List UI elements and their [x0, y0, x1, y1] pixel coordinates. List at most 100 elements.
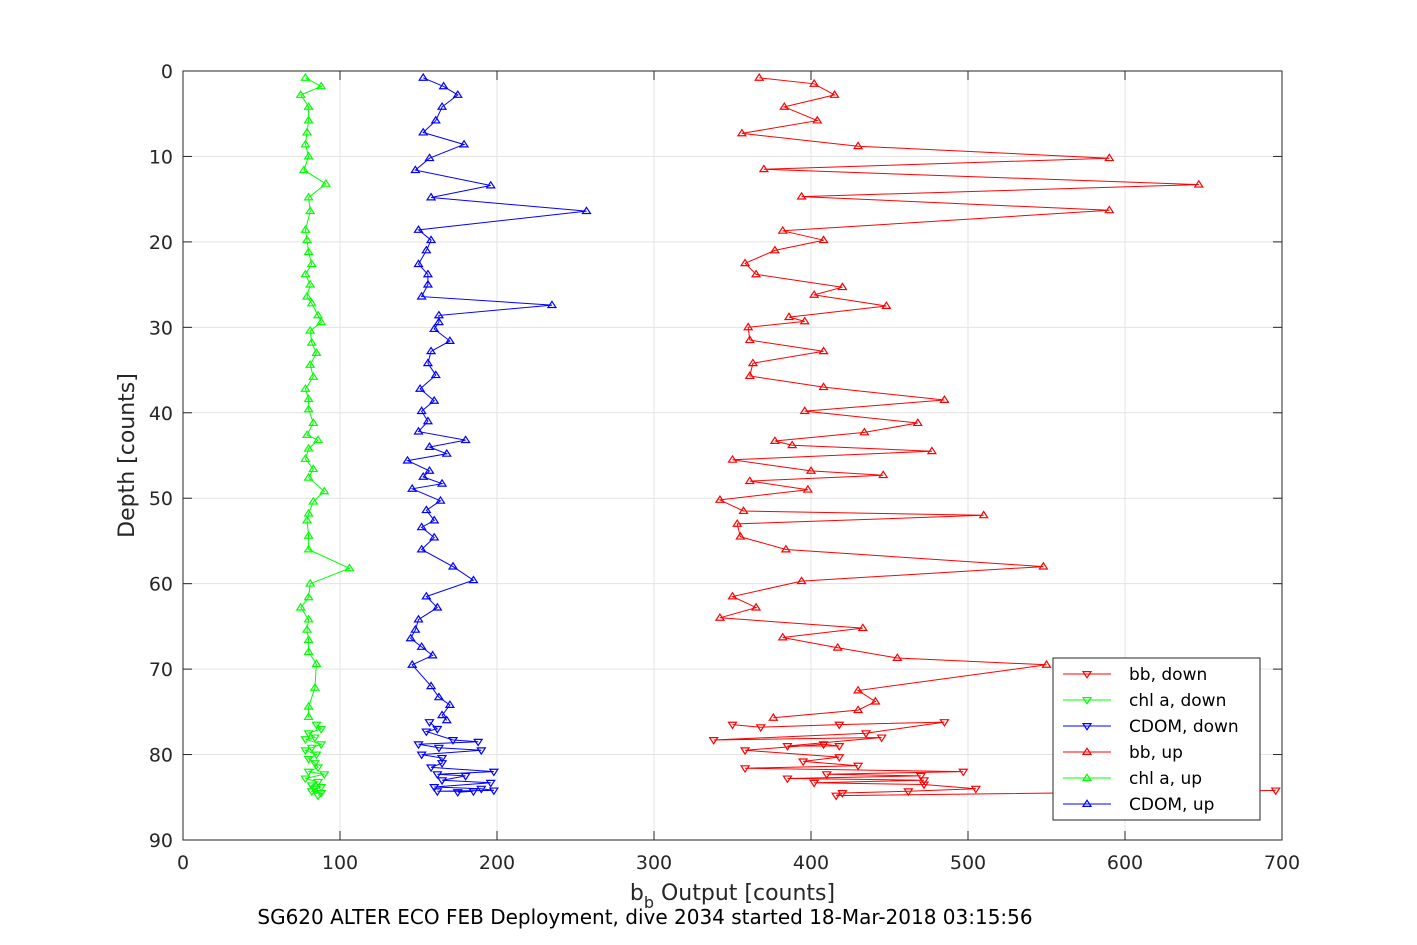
data-point: [738, 506, 749, 515]
data-point: [881, 301, 892, 309]
data-point: [452, 90, 463, 98]
data-point: [301, 127, 313, 136]
data-point: [912, 418, 923, 427]
data-point: [429, 324, 440, 333]
x-tick-label: 600: [1107, 852, 1143, 874]
data-point: [447, 561, 459, 570]
x-tick-label: 100: [322, 852, 358, 874]
data-point: [708, 737, 719, 745]
data-point: [405, 633, 416, 642]
data-point: [344, 563, 355, 572]
data-point: [303, 151, 314, 160]
data-point: [796, 576, 807, 585]
data-point: [422, 279, 434, 288]
data-point: [488, 768, 499, 777]
data-point: [429, 515, 440, 524]
y-tick-label: 60: [149, 574, 173, 596]
data-point: [305, 578, 316, 587]
data-point: [410, 165, 421, 174]
data-point: [316, 317, 327, 326]
data-point: [970, 785, 981, 794]
data-point: [714, 495, 726, 503]
data-point: [468, 575, 479, 584]
data-point: [485, 180, 496, 189]
x-tick-label: 500: [950, 852, 986, 874]
data-point: [424, 442, 435, 450]
data-point: [903, 788, 914, 797]
legend-entry: chl a, up: [1129, 769, 1202, 789]
data-point: [300, 775, 311, 784]
legend-entry: chl a, down: [1129, 691, 1226, 711]
data-point: [308, 464, 319, 473]
data-point: [303, 730, 314, 739]
data-point: [780, 544, 791, 553]
data-point: [432, 788, 443, 797]
data-point: [300, 383, 311, 392]
data-point: [306, 259, 317, 268]
legend-marker: [1081, 670, 1093, 679]
y-tick-label: 90: [149, 830, 173, 852]
data-point: [834, 754, 845, 763]
data-point: [306, 788, 317, 797]
data-point: [939, 395, 950, 403]
data-point: [301, 430, 313, 438]
data-point: [769, 245, 780, 254]
data-point: [473, 738, 484, 747]
data-point: [915, 772, 927, 781]
data-point: [303, 472, 314, 481]
data-point: [852, 141, 864, 150]
legend-marker: [1081, 799, 1093, 808]
data-point: [1104, 205, 1115, 214]
data-point: [303, 247, 314, 256]
data-point: [303, 530, 314, 539]
x-axis-label-subscript: b: [644, 893, 654, 912]
data-point: [418, 127, 429, 136]
data-point: [305, 279, 316, 288]
data-point: [311, 348, 322, 356]
data-point: [460, 435, 471, 444]
axis-ticks: 0 100 200 300 400 500 600 700 0 10 20 30 40 50 60 70 80 9…: [149, 61, 1300, 874]
data-point: [727, 721, 738, 730]
data-point: [300, 736, 311, 745]
data-point: [316, 725, 327, 734]
data-point: [860, 730, 872, 739]
data-point: [311, 751, 322, 760]
data-point: [732, 518, 743, 527]
x-tick-label: 400: [793, 852, 829, 874]
data-point: [754, 72, 765, 81]
series-line: [718, 77, 1199, 719]
y-tick-label: 80: [149, 745, 173, 767]
data-point: [303, 635, 314, 644]
data-point: [422, 269, 434, 278]
data-point: [416, 544, 427, 553]
data-point: [852, 705, 864, 714]
data-point: [303, 394, 314, 403]
data-point: [958, 768, 969, 777]
data-point: [312, 310, 324, 319]
data-point: [799, 316, 810, 325]
data-point: [413, 426, 424, 435]
chart-caption: SG620 ALTER ECO FEB Deployment, dive 203…: [257, 905, 1032, 929]
data-point: [305, 206, 316, 215]
y-tick-label: 20: [149, 232, 173, 254]
y-tick-label: 40: [149, 403, 173, 425]
data-point: [1038, 561, 1049, 570]
data-point: [308, 418, 319, 427]
data-point: [422, 416, 434, 425]
data-point: [926, 446, 937, 455]
series-line: [418, 721, 494, 793]
data-point: [736, 128, 748, 137]
data-point: [1193, 179, 1204, 188]
data-point: [421, 245, 432, 254]
data-point: [300, 72, 311, 81]
y-tick-label: 50: [149, 488, 173, 510]
data-point: [739, 258, 751, 267]
data-point: [818, 741, 829, 750]
data-point: [892, 653, 903, 662]
data-point: [444, 336, 456, 345]
data-point: [743, 322, 754, 331]
data-point: [425, 681, 437, 690]
data-point: [424, 465, 435, 474]
data-point: [744, 371, 755, 380]
